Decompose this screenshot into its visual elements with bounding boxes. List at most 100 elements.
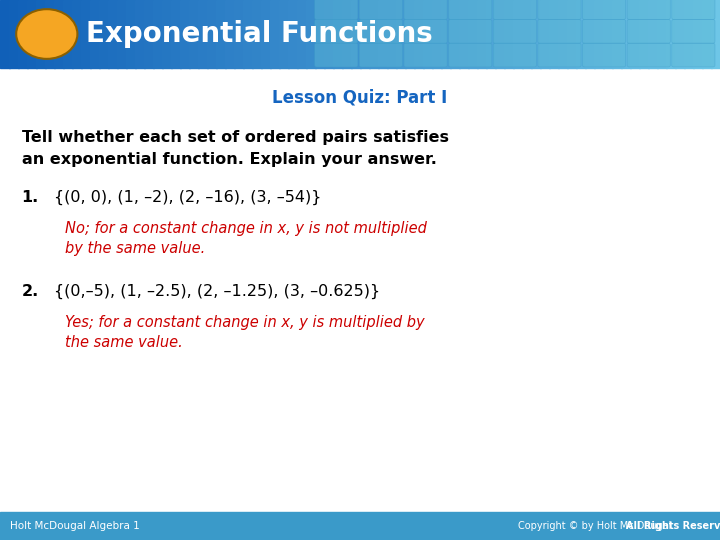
FancyBboxPatch shape <box>582 43 626 67</box>
Bar <box>639 0 649 68</box>
Bar <box>288 0 299 68</box>
Text: 2.: 2. <box>22 284 39 299</box>
Ellipse shape <box>17 9 78 59</box>
Text: {(0,–5), (1, –2.5), (2, –1.25), (3, –0.625)}: {(0,–5), (1, –2.5), (2, –1.25), (3, –0.6… <box>54 284 380 299</box>
Text: Copyright © by Holt Mc Dougal.: Copyright © by Holt Mc Dougal. <box>518 521 675 531</box>
FancyBboxPatch shape <box>627 43 670 67</box>
Bar <box>117 0 127 68</box>
FancyBboxPatch shape <box>449 19 492 43</box>
FancyBboxPatch shape <box>493 0 536 19</box>
Bar <box>243 0 253 68</box>
Bar <box>423 0 433 68</box>
Bar <box>360 0 370 68</box>
Bar <box>270 0 281 68</box>
FancyBboxPatch shape <box>493 19 536 43</box>
FancyBboxPatch shape <box>627 0 670 19</box>
Bar <box>252 0 262 68</box>
Bar <box>189 0 199 68</box>
Bar <box>0 512 720 540</box>
Bar <box>612 0 622 68</box>
FancyBboxPatch shape <box>449 0 492 19</box>
Bar <box>576 0 586 68</box>
Bar <box>225 0 235 68</box>
Bar <box>567 0 577 68</box>
Bar <box>27 0 37 68</box>
Text: Exponential Functions: Exponential Functions <box>86 20 433 48</box>
Bar <box>558 0 569 68</box>
Bar <box>333 0 343 68</box>
Bar <box>540 0 550 68</box>
Bar <box>261 0 271 68</box>
Bar <box>513 0 523 68</box>
Bar <box>585 0 595 68</box>
Bar <box>45 0 55 68</box>
Text: Yes; for a constant change in x, y is multiplied by: Yes; for a constant change in x, y is mu… <box>65 315 424 330</box>
Bar <box>621 0 631 68</box>
Bar <box>81 0 91 68</box>
FancyBboxPatch shape <box>672 19 715 43</box>
Bar <box>630 0 641 68</box>
Bar <box>378 0 389 68</box>
Bar <box>63 0 73 68</box>
Text: the same value.: the same value. <box>65 335 183 350</box>
Bar <box>36 0 46 68</box>
Text: Holt Mc​Dougal Algebra 1: Holt Mc​Dougal Algebra 1 <box>10 521 140 531</box>
Bar <box>279 0 289 68</box>
Bar <box>72 0 82 68</box>
Bar <box>324 0 334 68</box>
Text: {(0, 0), (1, –2), (2, –16), (3, –54)}: {(0, 0), (1, –2), (2, –16), (3, –54)} <box>54 190 321 205</box>
Bar <box>702 0 712 68</box>
Bar <box>594 0 604 68</box>
FancyBboxPatch shape <box>672 43 715 67</box>
Bar <box>234 0 245 68</box>
Bar <box>126 0 137 68</box>
FancyBboxPatch shape <box>493 43 536 67</box>
Bar <box>162 0 173 68</box>
Bar <box>198 0 209 68</box>
Bar <box>387 0 397 68</box>
Bar <box>315 0 325 68</box>
Bar <box>144 0 154 68</box>
Bar <box>180 0 190 68</box>
Bar <box>666 0 677 68</box>
FancyBboxPatch shape <box>359 0 402 19</box>
FancyBboxPatch shape <box>672 0 715 19</box>
Bar <box>342 0 353 68</box>
Bar <box>432 0 442 68</box>
FancyBboxPatch shape <box>538 0 581 19</box>
Bar <box>108 0 119 68</box>
Bar <box>414 0 424 68</box>
Bar <box>603 0 613 68</box>
Text: All Rights Reserved.: All Rights Reserved. <box>626 521 720 531</box>
Bar <box>171 0 181 68</box>
FancyBboxPatch shape <box>449 43 492 67</box>
FancyBboxPatch shape <box>359 19 402 43</box>
FancyBboxPatch shape <box>582 0 626 19</box>
FancyBboxPatch shape <box>404 19 447 43</box>
Bar <box>369 0 379 68</box>
Bar <box>675 0 685 68</box>
Bar <box>549 0 559 68</box>
FancyBboxPatch shape <box>359 43 402 67</box>
Text: No; for a constant change in x, y is not multiplied: No; for a constant change in x, y is not… <box>65 221 427 236</box>
Bar <box>657 0 667 68</box>
Bar <box>306 0 317 68</box>
Bar <box>405 0 415 68</box>
FancyBboxPatch shape <box>315 19 358 43</box>
Bar <box>504 0 514 68</box>
FancyBboxPatch shape <box>315 43 358 67</box>
FancyBboxPatch shape <box>538 43 581 67</box>
Text: Tell whether each set of ordered pairs satisfies: Tell whether each set of ordered pairs s… <box>22 130 449 145</box>
Bar <box>54 0 65 68</box>
Bar <box>693 0 703 68</box>
Bar <box>486 0 497 68</box>
Bar <box>711 0 720 68</box>
Bar <box>648 0 658 68</box>
Bar <box>495 0 505 68</box>
Text: Lesson Quiz: Part I: Lesson Quiz: Part I <box>272 89 448 107</box>
Bar <box>441 0 451 68</box>
FancyBboxPatch shape <box>538 19 581 43</box>
Bar <box>450 0 461 68</box>
Bar <box>153 0 163 68</box>
Bar <box>351 0 361 68</box>
